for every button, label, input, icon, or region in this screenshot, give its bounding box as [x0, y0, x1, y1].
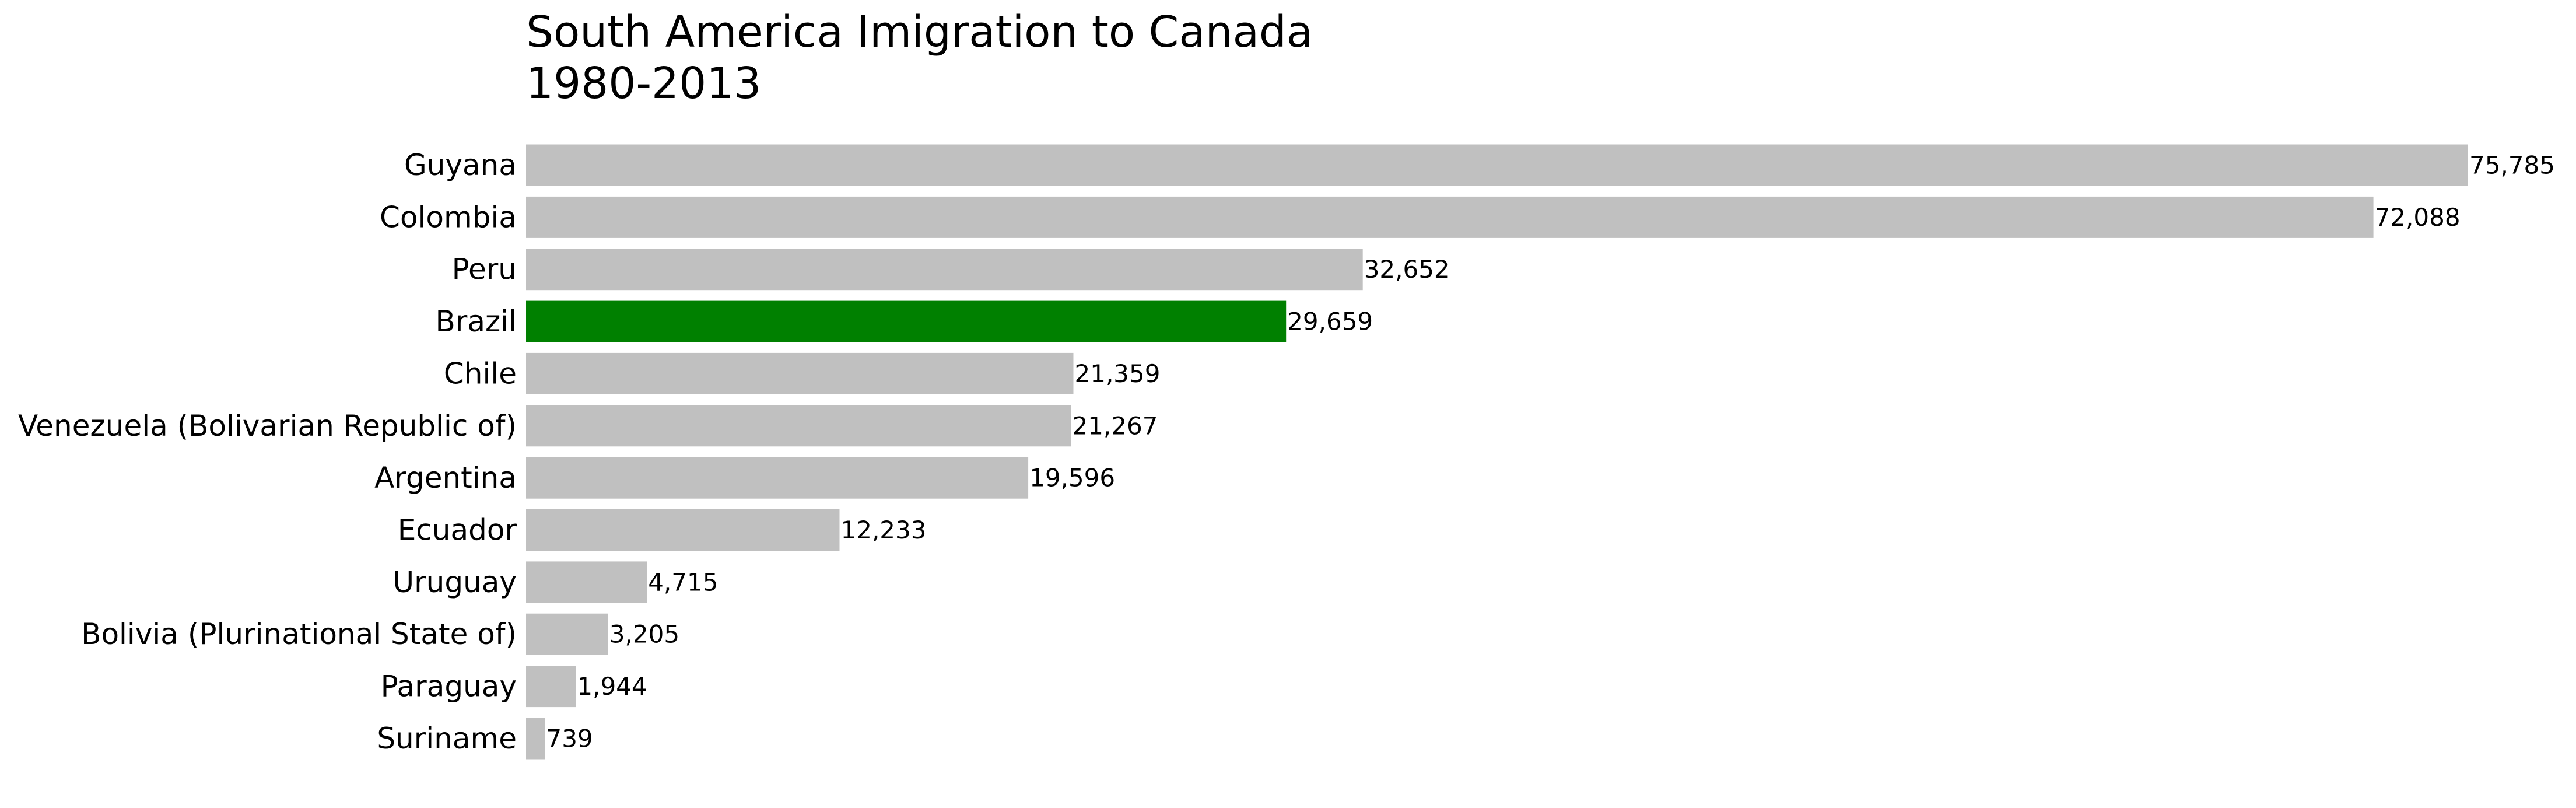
value-label-suriname: 739: [546, 725, 593, 753]
bar-paraguay: [526, 666, 576, 708]
bar-colombia: [526, 196, 2374, 238]
chart-title: South America Imigration to Canada 1980-…: [526, 7, 1313, 109]
y-tick-label-ecuador: Ecuador: [398, 513, 517, 547]
y-tick-label-bolivia-plurinational-state-of: Bolivia (Plurinational State of): [81, 617, 517, 651]
y-tick-label-suriname: Suriname: [377, 722, 517, 755]
value-label-paraguay: 1,944: [577, 672, 647, 701]
value-label-chile: 21,359: [1075, 359, 1161, 388]
bar-bolivia-plurinational-state-of: [526, 613, 608, 655]
y-tick-label-argentina: Argentina: [374, 461, 517, 495]
bar-ecuador: [526, 509, 840, 551]
bar-guyana: [526, 144, 2468, 186]
chart-title-line-1: South America Imigration to Canada: [526, 7, 1313, 57]
bar-brazil: [526, 300, 1287, 342]
value-label-brazil: 29,659: [1287, 307, 1373, 336]
value-label-bolivia-plurinational-state-of: 3,205: [609, 620, 679, 649]
y-tick-label-guyana: Guyana: [404, 148, 517, 182]
bar-uruguay: [526, 561, 647, 603]
y-tick-label-brazil: Brazil: [435, 305, 517, 338]
bar-argentina: [526, 457, 1029, 499]
chart-title-line-2: 1980-2013: [526, 58, 761, 109]
value-labels: 75,785 72,088 32,652 29,659 21,359 21,267 19,5…: [546, 151, 2555, 753]
y-tick-label-colombia: Colombia: [380, 200, 517, 234]
y-tick-label-uruguay: Uruguay: [393, 565, 517, 599]
bar-suriname: [526, 718, 545, 760]
y-tick-label-chile: Chile: [444, 356, 517, 390]
value-label-uruguay: 4,715: [648, 568, 718, 596]
y-tick-label-paraguay: Paraguay: [381, 670, 517, 704]
bar-chile: [526, 352, 1074, 394]
bar-venezuela-bolivarian-republic-of: [526, 405, 1071, 447]
y-tick-label-venezuela-bolivarian-republic-of: Venezuela (Bolivarian Republic of): [18, 409, 517, 443]
value-label-peru: 32,652: [1364, 255, 1450, 284]
value-label-guyana: 75,785: [2469, 151, 2555, 180]
value-label-argentina: 19,596: [1029, 464, 1115, 492]
bar-peru: [526, 249, 1363, 291]
value-label-ecuador: 12,233: [841, 516, 927, 544]
bars: [526, 144, 2468, 760]
value-label-colombia: 72,088: [2375, 203, 2461, 232]
y-tick-labels: Guyana Colombia Peru Brazil Chile Venezuela (…: [18, 148, 517, 755]
value-label-venezuela-bolivarian-republic-of: 21,267: [1073, 411, 1158, 440]
y-tick-label-peru: Peru: [452, 253, 517, 286]
